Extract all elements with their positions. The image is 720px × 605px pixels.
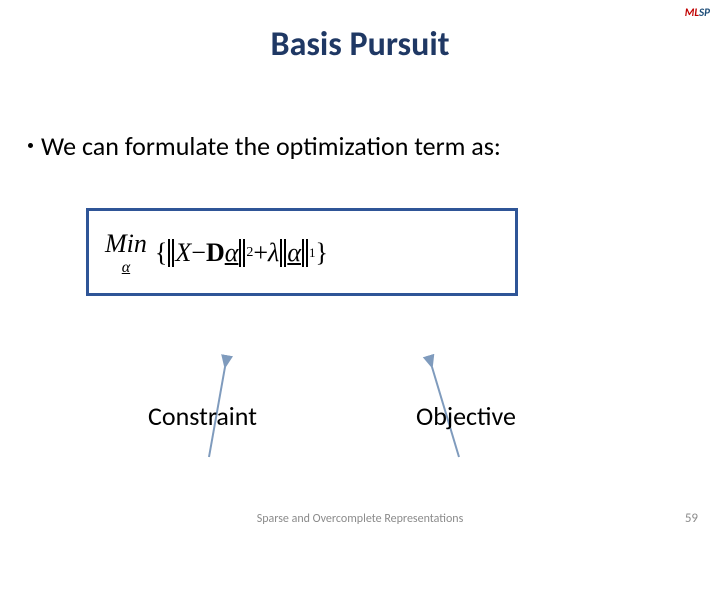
footer-text: Sparse and Overcomplete Representations: [0, 512, 720, 526]
brand-logo: MLSP: [685, 6, 710, 19]
page-number: 59: [685, 511, 698, 526]
logo-right: SP: [699, 6, 710, 19]
constraint-label: Constraint: [148, 400, 257, 432]
slide-title: Basis Pursuit: [0, 0, 720, 65]
logo-left: ML: [685, 6, 699, 19]
objective-label: Objective: [416, 400, 516, 432]
